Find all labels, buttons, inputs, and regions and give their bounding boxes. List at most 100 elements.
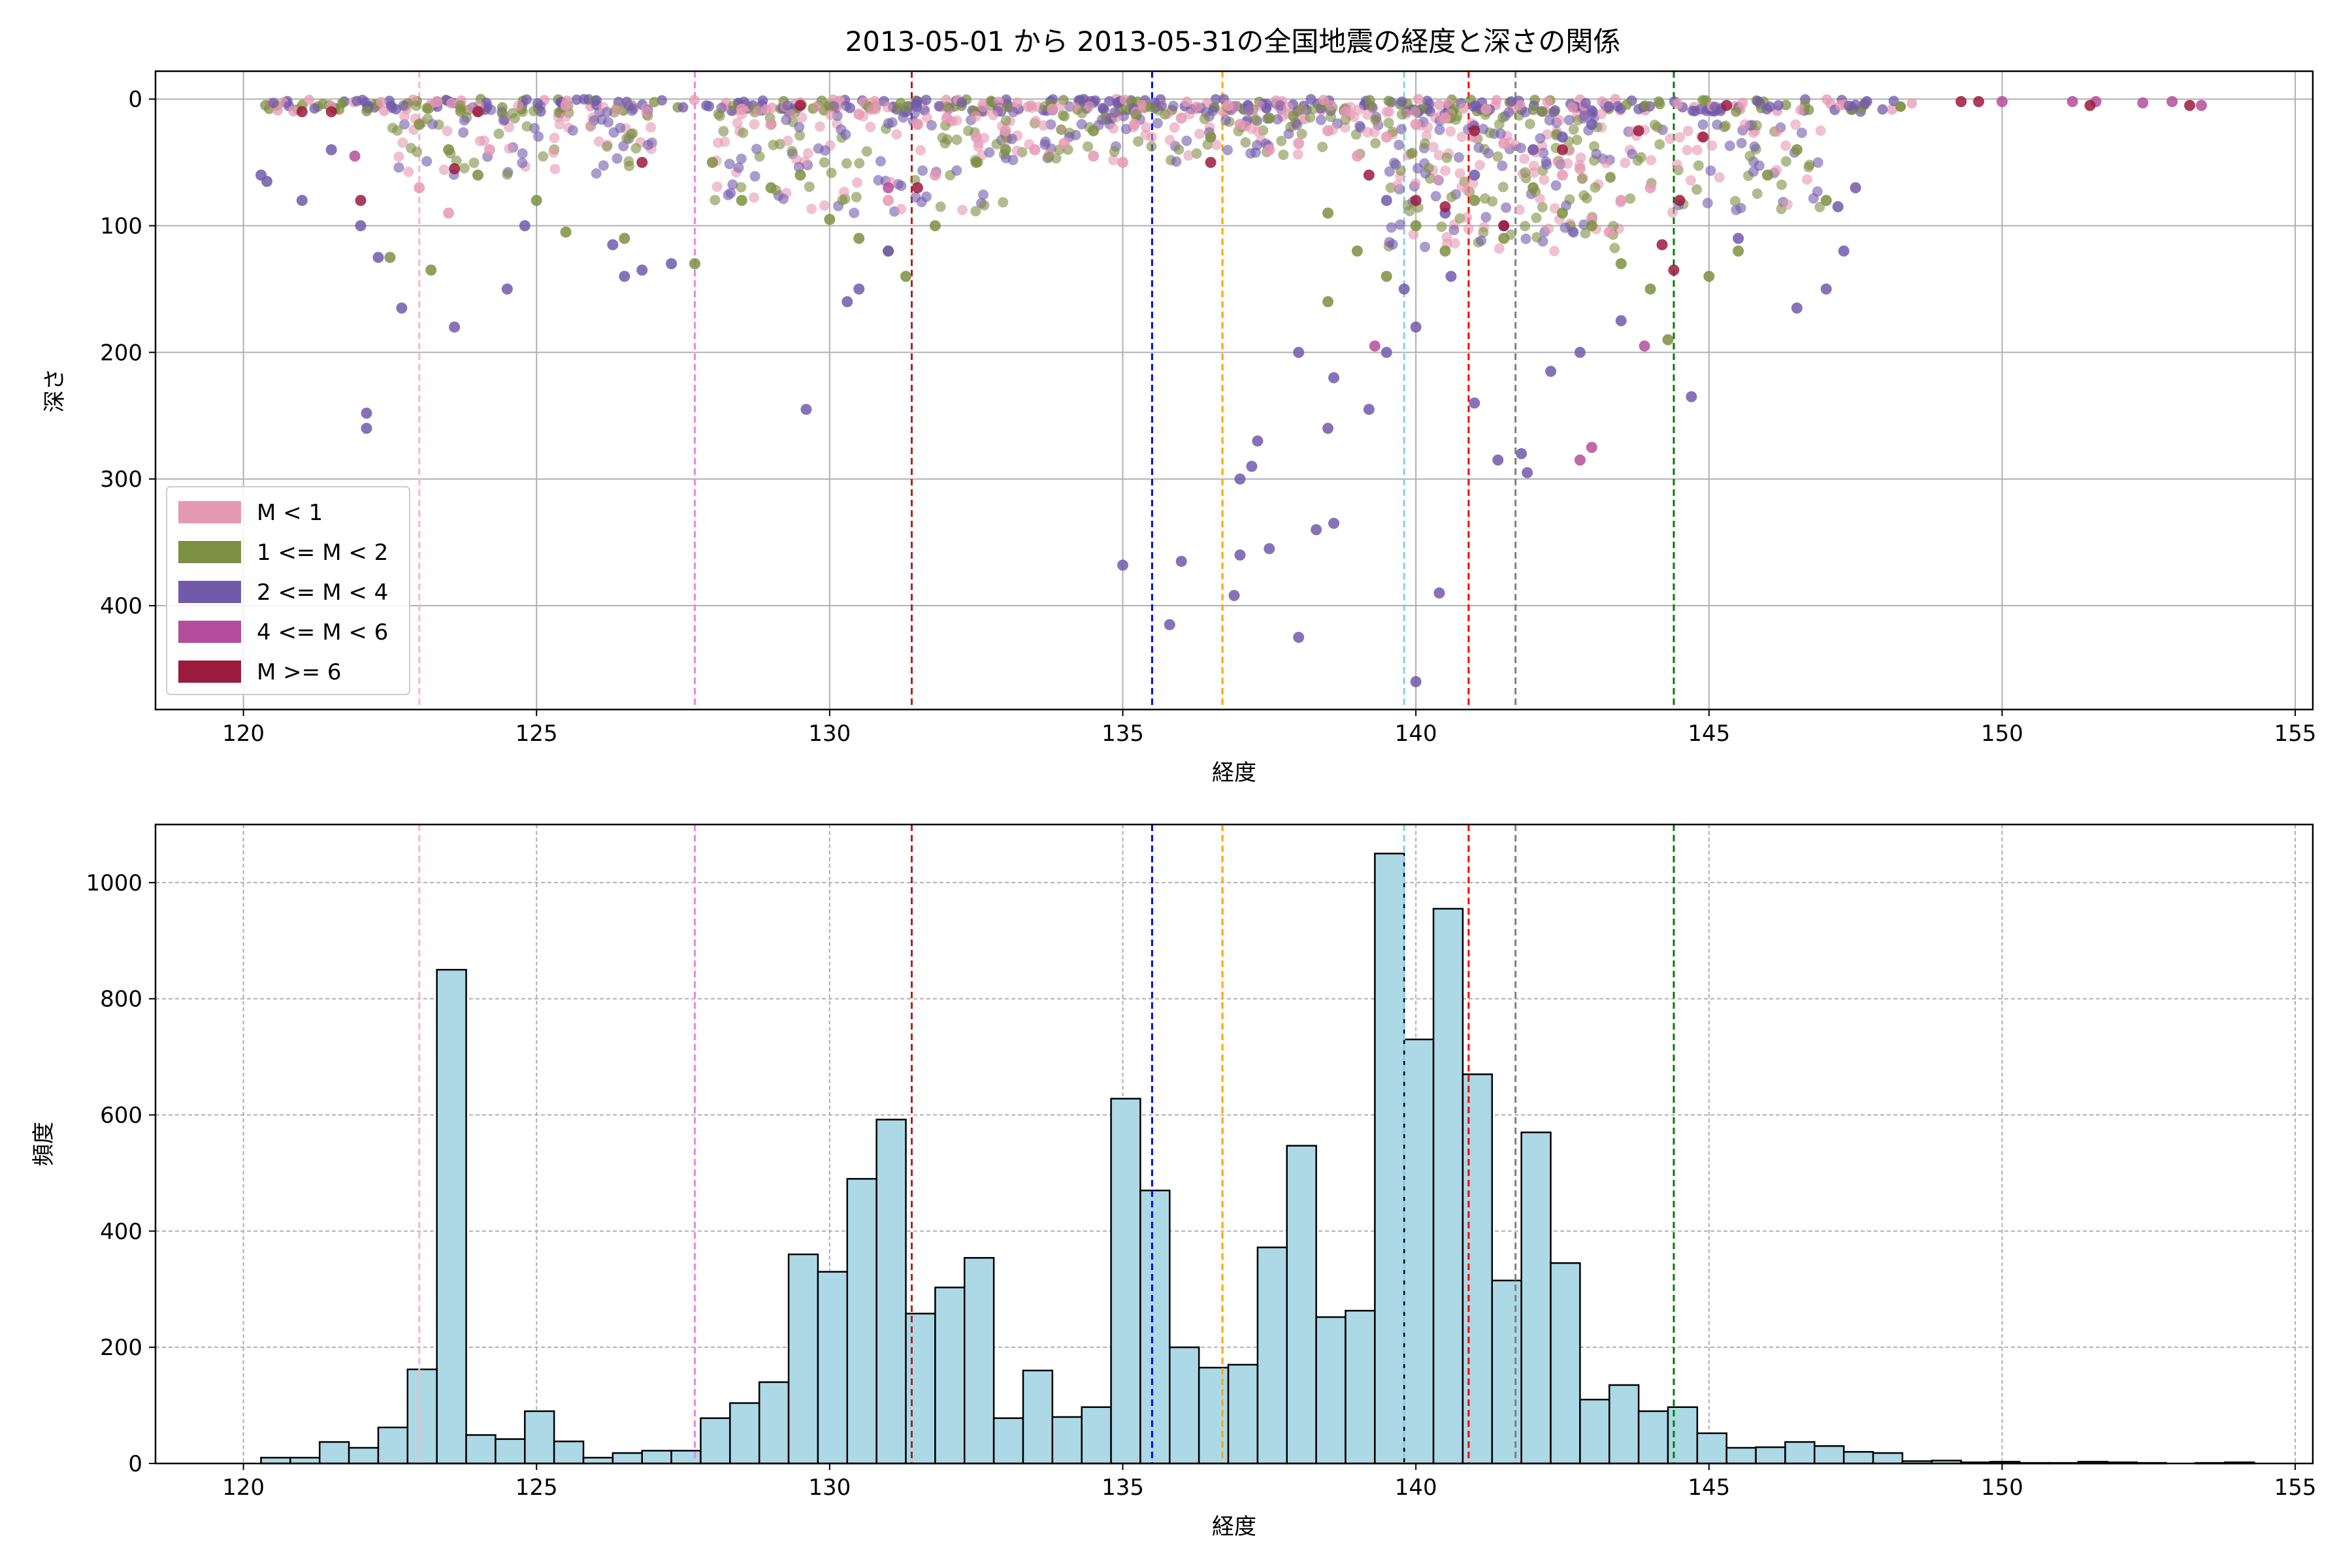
scatter-point	[926, 120, 937, 131]
scatter-point	[1339, 106, 1351, 118]
scatter-point	[1821, 94, 1833, 105]
scatter-point	[1529, 167, 1540, 178]
histogram-bar	[1872, 1452, 1904, 1465]
scatter-point	[645, 122, 657, 133]
scatter-point	[425, 264, 437, 276]
histogram-bar	[348, 1446, 380, 1465]
scatter-point	[1370, 138, 1381, 149]
scatter-point	[1175, 555, 1187, 567]
scatter-point	[781, 114, 792, 125]
scatter-point	[1691, 184, 1703, 195]
scatter-point	[678, 102, 689, 113]
scatter-point	[438, 164, 449, 175]
scatter-point	[1724, 140, 1735, 152]
legend-label: M < 1	[257, 500, 323, 526]
scatter-point	[1363, 169, 1375, 181]
histogram-bar	[846, 1178, 877, 1465]
scatter-point	[1448, 225, 1460, 236]
scatter-y-axis-label: 深さ	[42, 368, 68, 413]
histogram-bar	[1842, 1450, 1874, 1465]
scatter-point	[1674, 195, 1686, 206]
histogram-bar	[1609, 1384, 1640, 1465]
scatter-point	[1171, 156, 1182, 167]
histogram-bar	[1345, 1309, 1376, 1465]
scatter-point	[736, 103, 747, 115]
scatter-point	[1524, 118, 1535, 129]
scatter-point	[1056, 124, 1067, 135]
scatter-point	[1409, 106, 1420, 118]
scatter-x-tick-label: 130	[808, 721, 851, 747]
histogram-bar	[1110, 1098, 1141, 1465]
scatter-point	[1562, 158, 1573, 169]
scatter-point	[1076, 119, 1087, 130]
scatter-point	[896, 180, 907, 191]
scatter-point	[1751, 120, 1762, 131]
scatter-point	[1386, 222, 1397, 233]
scatter-point	[1381, 106, 1392, 118]
scatter-point	[472, 106, 484, 118]
scatter-point	[399, 110, 410, 122]
scatter-point	[1083, 141, 1094, 152]
scatter-point	[1311, 524, 1322, 536]
scatter-point	[1292, 149, 1303, 160]
histogram-bar	[905, 1313, 936, 1465]
scatter-point	[1395, 165, 1406, 176]
scatter-point	[1519, 154, 1530, 165]
scatter-point	[1040, 136, 1051, 147]
scatter-point	[841, 158, 852, 169]
histogram-x-ticks: 120 125 130 135 140 145 150 155	[222, 1463, 2317, 1501]
scatter-point	[1029, 144, 1041, 155]
histogram-x-tick-label: 155	[2274, 1475, 2317, 1501]
scatter-point	[1408, 229, 1419, 240]
scatter-point	[893, 103, 904, 114]
scatter-point	[970, 157, 982, 169]
scatter-point	[591, 168, 602, 179]
scatter-point	[1210, 94, 1221, 105]
scatter-point	[509, 112, 520, 123]
scatter-point	[1541, 159, 1552, 170]
scatter-point	[984, 147, 995, 158]
scatter-point	[1211, 139, 1222, 150]
scatter-point	[853, 283, 865, 295]
scatter-point	[449, 321, 461, 333]
scatter-point	[1077, 108, 1088, 119]
scatter-point	[1644, 182, 1656, 193]
scatter-point	[468, 157, 480, 169]
histogram-bar	[1051, 1416, 1083, 1465]
scatter-point	[1117, 157, 1129, 169]
histogram-y-tick-label: 0	[128, 1451, 142, 1477]
scatter-point	[1791, 302, 1803, 314]
scatter-point	[502, 169, 513, 180]
scatter-point	[1353, 104, 1364, 115]
scatter-point	[898, 112, 909, 123]
scatter-point	[804, 181, 815, 192]
histogram-bar	[1022, 1369, 1054, 1465]
scatter-y-ticks: 0 100 200 300 400	[100, 87, 155, 619]
scatter-point	[560, 99, 572, 111]
scatter-point	[901, 101, 912, 112]
scatter-point	[1326, 111, 1337, 122]
scatter-point	[1469, 169, 1480, 181]
scatter-point	[1646, 155, 1657, 166]
histogram-bar	[964, 1257, 995, 1465]
scatter-point	[1109, 146, 1120, 157]
scatter-point	[1057, 110, 1068, 121]
scatter-point	[296, 106, 308, 118]
scatter-point	[1469, 125, 1480, 137]
scatter-point	[1685, 175, 1696, 186]
scatter-point	[998, 197, 1009, 208]
scatter-point	[1814, 201, 1825, 212]
histogram-bar	[934, 1286, 966, 1465]
scatter-point	[1691, 144, 1703, 155]
scatter-point	[1283, 128, 1294, 139]
histogram-bar	[260, 1456, 291, 1465]
scatter-point	[521, 94, 532, 105]
scatter-point	[1228, 590, 1240, 602]
scatter-point	[1047, 103, 1058, 115]
scatter-legend: M < 1 1 <= M < 2 2 <= M < 4 4 <= M < 6 M >= …	[166, 486, 410, 695]
histogram-bar	[1696, 1432, 1727, 1465]
scatter-point	[1625, 193, 1636, 204]
scatter-point	[1635, 152, 1646, 163]
scatter-point	[549, 163, 561, 174]
scatter-point	[1537, 202, 1548, 213]
